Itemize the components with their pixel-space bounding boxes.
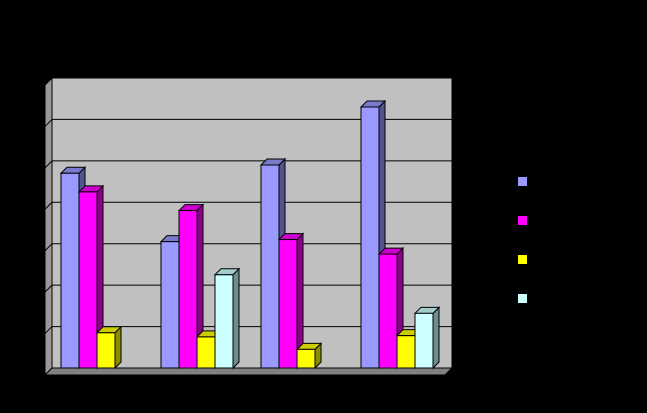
bar-front-face	[296, 348, 316, 369]
bar-side-face	[432, 306, 440, 370]
bar-front-face	[96, 332, 116, 369]
gridline-side	[44, 160, 53, 169]
bar-front-face	[414, 312, 434, 369]
gridline-side	[44, 284, 53, 293]
bar	[213, 267, 241, 370]
bar-front-face	[60, 172, 80, 369]
bar-front-face	[196, 336, 216, 369]
gridline-side	[44, 119, 53, 127]
legend-swatch	[518, 255, 527, 264]
legend-swatch	[518, 294, 527, 303]
bars	[59, 99, 441, 370]
bar-front-face	[360, 106, 380, 369]
bar	[295, 342, 323, 370]
bar-side-face	[114, 325, 122, 370]
bar-front-face	[378, 253, 398, 369]
bar	[95, 325, 123, 370]
bar	[177, 203, 205, 370]
legend	[518, 177, 527, 303]
gridline-side	[44, 201, 53, 210]
bar-front-face	[396, 335, 416, 369]
gridline-side	[44, 243, 53, 252]
bar-side-face	[232, 267, 240, 370]
bar-front-face	[160, 241, 180, 369]
legend-swatch	[518, 216, 527, 225]
gridline-side	[44, 326, 53, 334]
legend-swatch	[518, 177, 527, 186]
gridline-side	[44, 77, 53, 86]
bar	[413, 306, 441, 370]
bar-front-face	[178, 210, 198, 369]
floor	[43, 367, 454, 376]
bar-front-face	[214, 274, 234, 369]
bar-front-face	[278, 239, 298, 369]
bar-front-face	[260, 164, 280, 369]
bar	[77, 184, 105, 370]
bar-front-face	[78, 191, 98, 369]
